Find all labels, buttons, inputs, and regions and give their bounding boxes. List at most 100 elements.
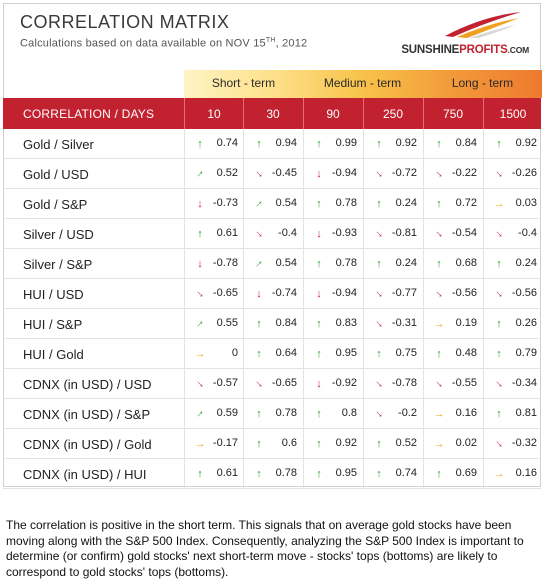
correlation-value: 0.92 [395, 137, 417, 149]
header-col-750: 750 [442, 107, 464, 121]
arrow-up-right-icon: ↑ [193, 317, 207, 331]
table-header: CORRELATION / DAYS 10 30 90 250 750 1500 [3, 98, 541, 129]
header-separator [303, 98, 304, 129]
column-separator [363, 159, 364, 188]
arrow-down-right-icon: ↓ [492, 167, 506, 181]
correlation-value: -0.78 [391, 377, 417, 389]
column-separator [423, 129, 424, 158]
correlation-value: 0.16 [515, 467, 537, 479]
arrow-up-icon: ↑ [376, 138, 382, 150]
arrow-right-icon: → [194, 438, 206, 450]
row-label: CDNX (in USD) / S&P [23, 407, 151, 422]
correlation-cell: ↑ 0.54 [243, 249, 303, 278]
column-separator [184, 129, 185, 158]
logo-brand-a: SUNSHINE [401, 44, 460, 56]
correlation-value: -0.31 [391, 317, 417, 329]
arrow-up-icon: ↑ [316, 468, 322, 480]
correlation-value: 0.59 [216, 407, 238, 419]
arrow-down-right-icon: ↓ [372, 407, 386, 421]
correlation-cell: ↓ -0.31 [363, 309, 423, 338]
arrow-up-icon: ↑ [436, 258, 442, 270]
correlation-cell: ↓ -0.78 [363, 369, 423, 398]
correlation-cell: ↓ -0.72 [363, 159, 423, 188]
correlation-value: 0.6 [281, 437, 297, 449]
column-separator [303, 129, 304, 158]
correlation-value: 0.61 [216, 227, 238, 239]
correlation-cell: ↓ -0.73 [184, 189, 244, 218]
correlation-value: 0.54 [275, 257, 297, 269]
arrow-down-right-icon: ↓ [492, 377, 506, 391]
column-separator [303, 279, 304, 308]
column-separator [243, 249, 244, 278]
arrow-up-icon: ↑ [496, 258, 502, 270]
correlation-cell: ↑ 0.81 [483, 399, 543, 428]
table-row: CDNX (in USD) / S&P ↑ 0.59 ↑ 0.78 ↑ 0.8 ↓ -0.2 → 0… [3, 399, 541, 429]
column-separator [363, 219, 364, 248]
column-separator [303, 159, 304, 188]
correlation-cell: ↑ 0.24 [483, 249, 543, 278]
column-separator [184, 279, 185, 308]
header-separator [423, 98, 424, 129]
column-separator [243, 159, 244, 188]
correlation-value: 0.95 [335, 467, 357, 479]
column-separator [483, 279, 484, 308]
column-separator [423, 189, 424, 218]
header-separator [483, 98, 484, 129]
correlation-cell: → 0.16 [423, 399, 483, 428]
correlation-cell: ↓ -0.2 [363, 399, 423, 428]
arrow-down-right-icon: ↓ [372, 287, 386, 301]
correlation-value: 0.24 [395, 257, 417, 269]
arrow-up-icon: ↑ [496, 138, 502, 150]
correlation-value: 0.94 [275, 137, 297, 149]
correlation-cell: ↑ 0.99 [303, 129, 363, 158]
correlation-cell: ↑ 0.74 [363, 459, 423, 488]
correlation-cell: ↓ -0.4 [243, 219, 303, 248]
column-separator [423, 369, 424, 398]
column-separator [184, 219, 185, 248]
correlation-value: 0.68 [455, 257, 477, 269]
arrow-down-icon: ↓ [316, 378, 322, 390]
column-separator [184, 459, 185, 488]
column-separator [243, 279, 244, 308]
subtitle: Calculations based on data available on … [20, 37, 307, 50]
correlation-value: 0.69 [455, 467, 477, 479]
correlation-cell: → -0.17 [184, 429, 244, 458]
correlation-value: -0.94 [331, 287, 357, 299]
arrow-up-icon: ↑ [256, 138, 262, 150]
correlation-cell: ↓ -0.45 [243, 159, 303, 188]
band-short-term: Short - term [211, 76, 276, 90]
correlation-value: 0.79 [515, 347, 537, 359]
correlation-cell: ↓ -0.55 [423, 369, 483, 398]
row-label: HUI / S&P [23, 317, 83, 332]
table-row: Silver / USD ↑ 0.61 ↓ -0.4 ↓ -0.93 ↓ -0.81 ↓ -0.54… [3, 219, 541, 249]
arrow-right-icon: → [194, 348, 206, 360]
arrow-up-icon: ↑ [316, 408, 322, 420]
arrow-down-icon: ↓ [316, 168, 322, 180]
correlation-cell: → 0.19 [423, 309, 483, 338]
arrow-up-icon: ↑ [256, 318, 262, 330]
column-separator [423, 399, 424, 428]
correlation-value: 0.84 [455, 137, 477, 149]
arrow-right-icon: → [493, 468, 505, 480]
correlation-cell: ↑ 0.68 [423, 249, 483, 278]
correlation-value: 0.24 [515, 257, 537, 269]
correlation-cell: ↓ -0.54 [423, 219, 483, 248]
correlation-cell: ↑ 0.26 [483, 309, 543, 338]
arrow-up-icon: ↑ [436, 468, 442, 480]
row-label: HUI / USD [23, 287, 84, 302]
correlation-cell: ↑ 0.8 [303, 399, 363, 428]
header-col-250: 250 [382, 107, 404, 121]
correlation-cell: ↑ 0.83 [303, 309, 363, 338]
correlation-cell: ↑ 0.78 [303, 189, 363, 218]
correlation-cell: ↑ 0.52 [363, 429, 423, 458]
subtitle-suffix: , 2012 [275, 37, 308, 50]
column-separator [243, 189, 244, 218]
column-separator [483, 459, 484, 488]
column-separator [184, 429, 185, 458]
correlation-cell: → 0.03 [483, 189, 543, 218]
correlation-cell: ↑ 0.74 [184, 129, 244, 158]
arrow-up-icon: ↑ [376, 468, 382, 480]
arrow-up-icon: ↑ [496, 348, 502, 360]
correlation-value: 0.83 [335, 317, 357, 329]
arrow-down-right-icon: ↓ [372, 317, 386, 331]
